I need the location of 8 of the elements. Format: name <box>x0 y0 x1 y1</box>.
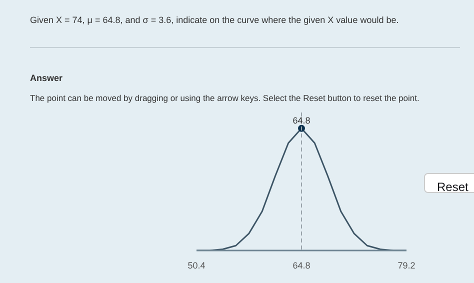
text: The point can be moved by dragging or using the arrow keys. Select the Reset button to reset the point. <box>30 92 420 104</box>
x-tick-label: 64.8 <box>292 260 310 270</box>
x-tick-label: 50.4 <box>188 260 206 270</box>
text: Answer <box>30 72 63 85</box>
x-tick-label: 79.2 <box>398 260 416 270</box>
text: Reset <box>424 173 474 194</box>
annotation: 64.8 <box>292 115 310 126</box>
chart-title: Given X = 74, μ = 64.8, and σ = 3.6, indicate on the curve where the given X value would be. <box>30 14 399 27</box>
